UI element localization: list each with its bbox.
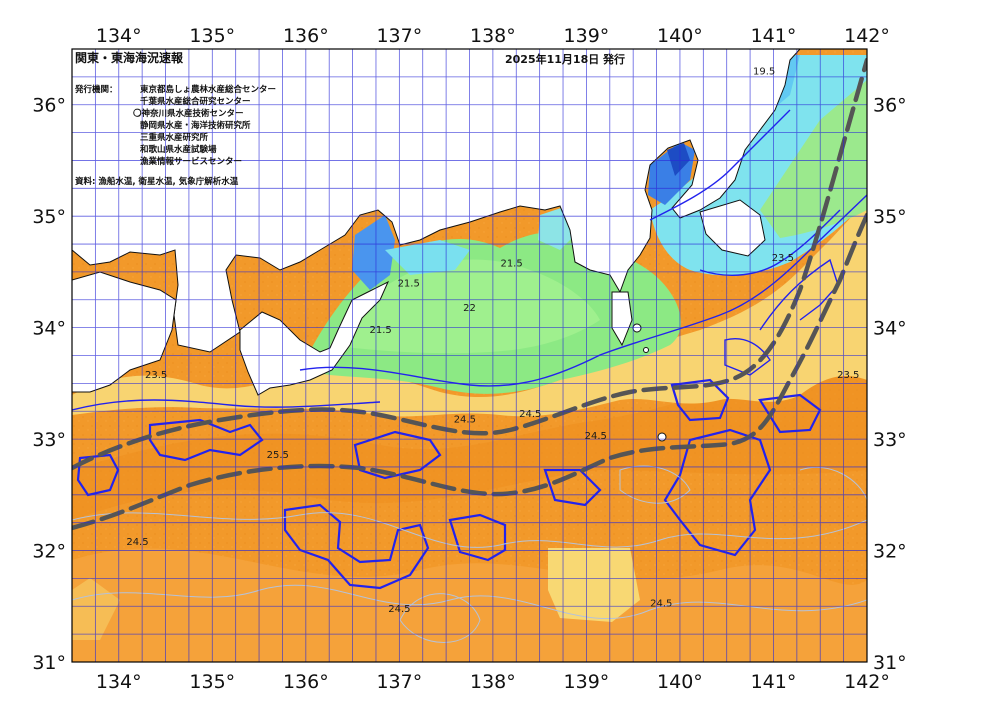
publisher-list: 東京都島しょ農林水産総合センター千葉県水産総合研究センター〇神奈川県水産技術セン… (133, 84, 276, 167)
lat-ticks-right: 36° 35° 34° 33° 32° 31° (873, 95, 907, 674)
publisher-item: 和歌山県水産試験場 (140, 144, 217, 155)
lon-ticks-top: 134° 135° 136° 137° 138° 139° 140° 141° 142° (96, 25, 890, 47)
lon-tick-label: 139° (564, 25, 610, 47)
publisher-label: 発行機関： (74, 84, 118, 95)
kuroshio-main-line (72, 212, 867, 531)
publisher-item: 千葉県水産総合研究センター (140, 96, 251, 107)
lon-tick-label: 141° (751, 671, 797, 693)
lon-tick-label: 142° (844, 25, 890, 47)
lon-tick-label: 135° (189, 25, 235, 47)
navy-tokyo-bay (667, 143, 690, 176)
lat-tick-label: 34° (873, 318, 907, 340)
green-kanto (760, 80, 867, 238)
lon-tick-label: 134° (96, 671, 142, 693)
lon-tick-label: 140° (657, 25, 703, 47)
lon-ticks-bottom: 134° 135° 136° 137° 138° 139° 140° 141° 142° (96, 671, 890, 693)
land-niijima (643, 347, 649, 353)
lat-tick-label: 32° (873, 541, 907, 563)
blue-ise-bay (352, 215, 395, 290)
isotherm-label: 22 (463, 303, 476, 314)
cyan-ise-outer (385, 240, 470, 275)
graticule (72, 49, 867, 662)
eddy-mid (448, 513, 507, 562)
isotherm-label: 21.5 (398, 278, 420, 289)
yellow-patch-south (548, 548, 640, 622)
map-border (71, 48, 868, 663)
lat-tick-label: 36° (32, 95, 66, 117)
isotherm-label: 24.5 (388, 604, 410, 615)
isotherms-offshore (76, 378, 822, 590)
lat-tick-label: 33° (873, 429, 907, 451)
data-sources: 資料: 漁船水温, 衛星水温, 気象庁解析水温 (74, 176, 239, 187)
map-title: 関東・東海海況速報 (75, 50, 184, 65)
isotherm-label: 24.5 (585, 431, 607, 442)
eddy-east (663, 428, 772, 557)
isotherm-label: 24.5 (519, 409, 541, 420)
isotherms-faint (72, 465, 867, 643)
lat-tick-label: 32° (32, 541, 66, 563)
eddy-center-south (283, 503, 430, 590)
land (72, 49, 801, 442)
lon-tick-label: 142° (844, 671, 890, 693)
lat-tick-label: 31° (32, 652, 66, 674)
lon-tick-label: 138° (470, 25, 516, 47)
coastal-yellow-band (72, 200, 867, 417)
isotherm-label: 24.5 (126, 537, 148, 548)
isotherm-label: 24.5 (650, 598, 672, 609)
lon-tick-label: 136° (283, 25, 329, 47)
land-izu (611, 291, 633, 347)
lat-tick-label: 35° (873, 206, 907, 228)
lon-tick-label: 136° (283, 671, 329, 693)
land-hachijo (657, 432, 667, 442)
lat-tick-label: 33° (32, 429, 66, 451)
isotherm-label: 21.5 (500, 258, 522, 269)
isotherm-label: 24.5 (454, 414, 476, 425)
green-shelf-inner (330, 259, 600, 354)
eddy-shikoku (148, 418, 264, 462)
issue-date: 2025年11月18日 発行 (505, 52, 625, 66)
lon-tick-label: 138° (470, 671, 516, 693)
land-shikoku (72, 271, 177, 393)
lat-tick-label: 36° (873, 95, 907, 117)
isotherm-label: 19.5 (753, 67, 775, 78)
isotherm-label: 21.5 (370, 325, 392, 336)
publisher-item: 静岡県水産・海洋技術研究所 (140, 120, 251, 131)
lon-tick-label: 140° (657, 671, 703, 693)
publisher-item: 東京都島しょ農林水産総合センター (140, 84, 276, 95)
eddy-west (76, 453, 120, 497)
lon-tick-label: 137° (376, 671, 422, 693)
isotherm-label: 23.5 (837, 370, 859, 381)
lat-ticks-left: 36° 35° 34° 33° 32° 31° (32, 95, 66, 674)
eddy-ne (758, 393, 822, 434)
lat-tick-label: 35° (32, 206, 66, 228)
lon-tick-label: 135° (189, 671, 235, 693)
publisher-item: 三重県水産研究所 (140, 132, 209, 143)
lat-tick-label: 31° (873, 652, 907, 674)
eddy-izu (670, 378, 730, 422)
lon-tick-label: 139° (564, 671, 610, 693)
warm-band-core (72, 300, 867, 520)
publisher-item: 漁業情報サービスセンター (140, 156, 242, 167)
eddy-central (353, 430, 442, 480)
publisher-item: 〇神奈川県水産技術センター (133, 108, 244, 119)
land-honshu-west (72, 49, 801, 353)
isotherm-label: 25.5 (267, 450, 289, 461)
lon-tick-label: 137° (376, 25, 422, 47)
isotherm-label: 23.5 (145, 370, 167, 381)
isotherms-coastal (72, 109, 867, 411)
lat-tick-label: 34° (32, 318, 66, 340)
lon-tick-label: 141° (751, 25, 797, 47)
land-boso (699, 199, 766, 257)
isotherm-label: 23.5 (772, 253, 794, 264)
isotherm-labels: 19.5 21.5 21.5 22 21.5 23.5 24.5 24.5 24.5 25.5 24… (126, 67, 859, 615)
lon-tick-label: 134° (96, 25, 142, 47)
